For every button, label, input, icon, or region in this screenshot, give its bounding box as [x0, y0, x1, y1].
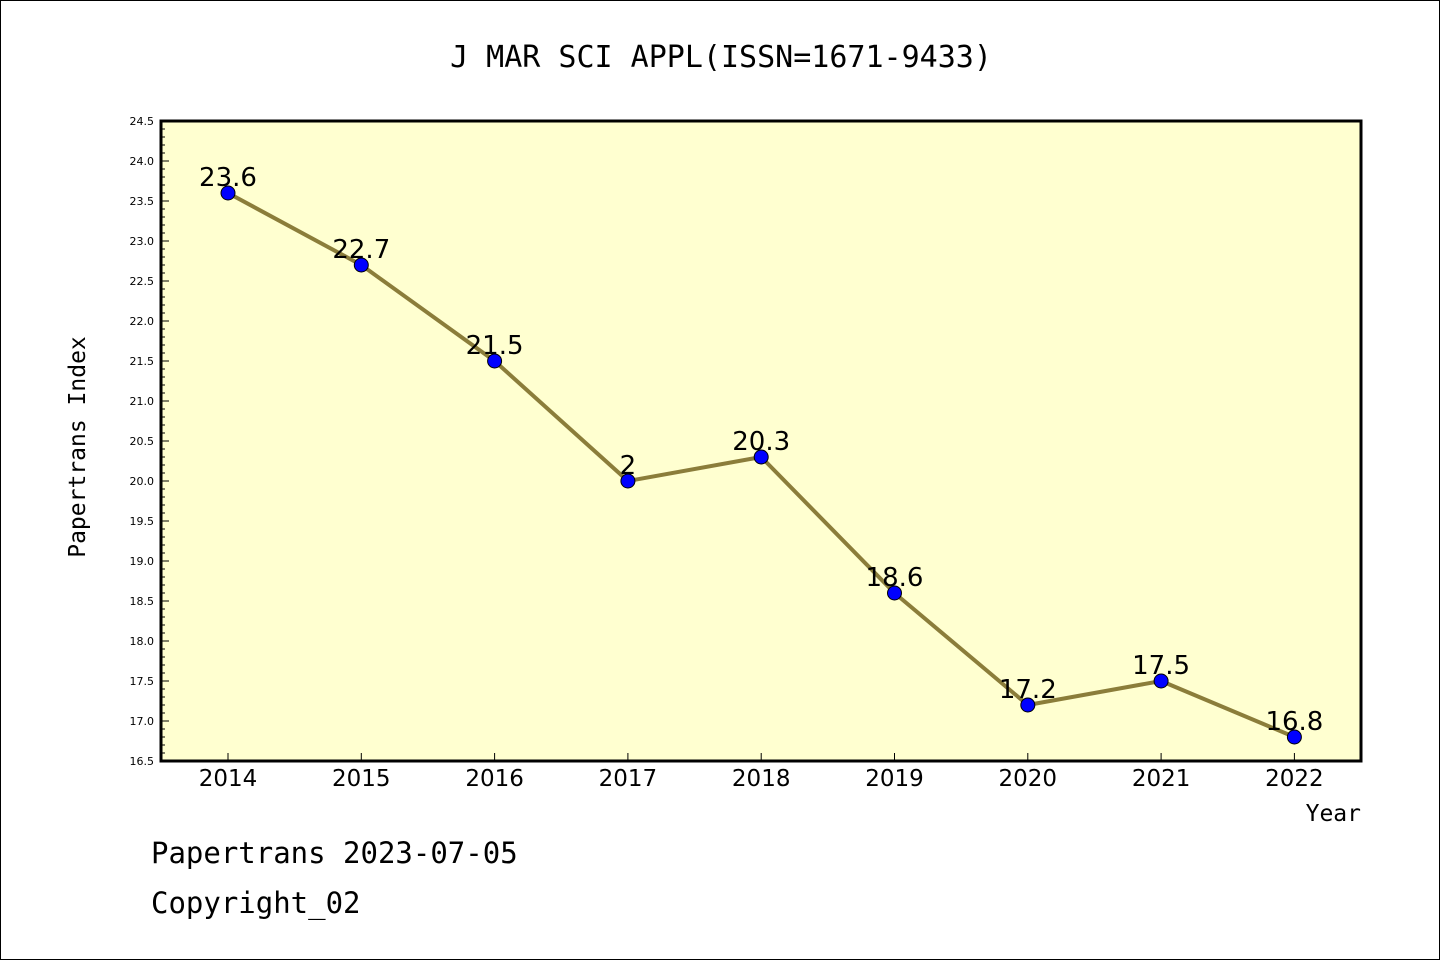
x-tick-label: 2014 — [199, 766, 258, 792]
x-axis: 2014 2015 2016 2017 2018 2019 2020 2021 2022 — [199, 753, 1324, 792]
data-label: 21.5 — [466, 331, 524, 361]
y-tick-label: 16.5 — [130, 755, 155, 768]
data-label: 17.2 — [999, 675, 1057, 705]
data-label: 22.7 — [332, 235, 390, 265]
data-point — [1153, 673, 1169, 689]
x-axis-label: Year — [1306, 801, 1361, 827]
plot-area — [159, 119, 1363, 763]
x-tick-label: 2019 — [865, 766, 924, 792]
data-series: 23.6 22.7 21.5 2 20.3 18.6 17.2 17.5 16.8 — [199, 163, 1323, 745]
data-point — [220, 185, 236, 201]
data-label: 2 — [620, 451, 637, 481]
x-tick-label: 2021 — [1132, 766, 1191, 792]
y-tick-label: 22.0 — [130, 315, 155, 328]
y-tick-label: 17.0 — [130, 715, 155, 728]
y-tick-label: 21.0 — [130, 395, 155, 408]
data-point — [487, 353, 503, 369]
data-label: 18.6 — [866, 563, 924, 593]
y-axis-label: Papertrans Index — [65, 336, 91, 558]
y-tick-label: 17.5 — [130, 675, 155, 688]
data-point — [887, 585, 902, 601]
y-tick-label: 22.5 — [130, 275, 155, 288]
x-tick-label: 2016 — [465, 766, 524, 792]
x-tick-label: 2017 — [599, 766, 658, 792]
data-label: 16.8 — [1265, 707, 1323, 737]
y-tick-label: 20.0 — [130, 475, 155, 488]
data-point — [1020, 697, 1036, 713]
y-axis: 16.5 17.0 17.5 18.0 18.5 19.0 19.5 20.0 20.5 21.0… — [130, 115, 169, 768]
data-label: 17.5 — [1132, 651, 1190, 681]
y-tick-label: 19.0 — [130, 555, 155, 568]
data-point — [1286, 729, 1302, 745]
y-tick-label: 18.5 — [130, 595, 155, 608]
y-tick-label: 24.0 — [130, 155, 155, 168]
y-tick-label: 18.0 — [130, 635, 155, 648]
footer-date: Papertrans 2023-07-05 — [151, 836, 518, 870]
data-label: 23.6 — [199, 163, 257, 193]
y-tick-label: 24.5 — [130, 115, 155, 128]
y-tick-label: 19.5 — [130, 515, 155, 528]
y-tick-label: 20.5 — [130, 435, 155, 448]
y-tick-label: 23.0 — [130, 235, 155, 248]
data-point — [753, 449, 769, 465]
chart-title: J MAR SCI APPL(ISSN=1671-9433) — [450, 40, 992, 75]
data-point — [620, 473, 636, 489]
x-tick-label: 2015 — [332, 766, 391, 792]
footer-copyright: Copyright_02 — [151, 886, 361, 920]
x-tick-label: 2018 — [732, 766, 791, 792]
data-label: 20.3 — [732, 427, 790, 457]
y-tick-label: 21.5 — [130, 355, 155, 368]
x-tick-label: 2020 — [999, 766, 1058, 792]
x-tick-label: 2022 — [1265, 766, 1324, 792]
y-tick-label: 23.5 — [130, 195, 155, 208]
data-point — [353, 257, 369, 273]
